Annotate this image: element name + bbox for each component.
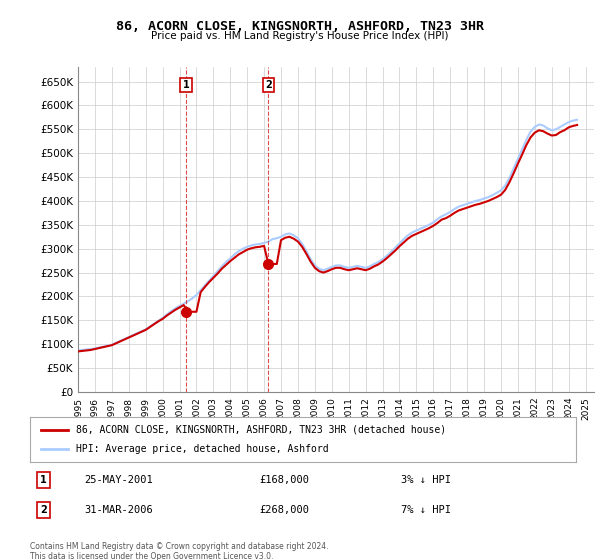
Text: 1: 1 bbox=[40, 475, 47, 485]
Text: HPI: Average price, detached house, Ashford: HPI: Average price, detached house, Ashf… bbox=[76, 445, 329, 455]
Text: £168,000: £168,000 bbox=[259, 475, 310, 485]
Text: 7% ↓ HPI: 7% ↓ HPI bbox=[401, 505, 451, 515]
Text: 86, ACORN CLOSE, KINGSNORTH, ASHFORD, TN23 3HR (detached house): 86, ACORN CLOSE, KINGSNORTH, ASHFORD, TN… bbox=[76, 424, 446, 435]
Text: 2: 2 bbox=[40, 505, 47, 515]
Text: 3% ↓ HPI: 3% ↓ HPI bbox=[401, 475, 451, 485]
Text: £268,000: £268,000 bbox=[259, 505, 310, 515]
Text: 2: 2 bbox=[265, 80, 272, 90]
Text: 86, ACORN CLOSE, KINGSNORTH, ASHFORD, TN23 3HR: 86, ACORN CLOSE, KINGSNORTH, ASHFORD, TN… bbox=[116, 20, 484, 32]
Text: Price paid vs. HM Land Registry's House Price Index (HPI): Price paid vs. HM Land Registry's House … bbox=[151, 31, 449, 41]
Text: 31-MAR-2006: 31-MAR-2006 bbox=[85, 505, 154, 515]
Text: 1: 1 bbox=[183, 80, 190, 90]
Text: Contains HM Land Registry data © Crown copyright and database right 2024.
This d: Contains HM Land Registry data © Crown c… bbox=[30, 542, 329, 560]
Text: 25-MAY-2001: 25-MAY-2001 bbox=[85, 475, 154, 485]
